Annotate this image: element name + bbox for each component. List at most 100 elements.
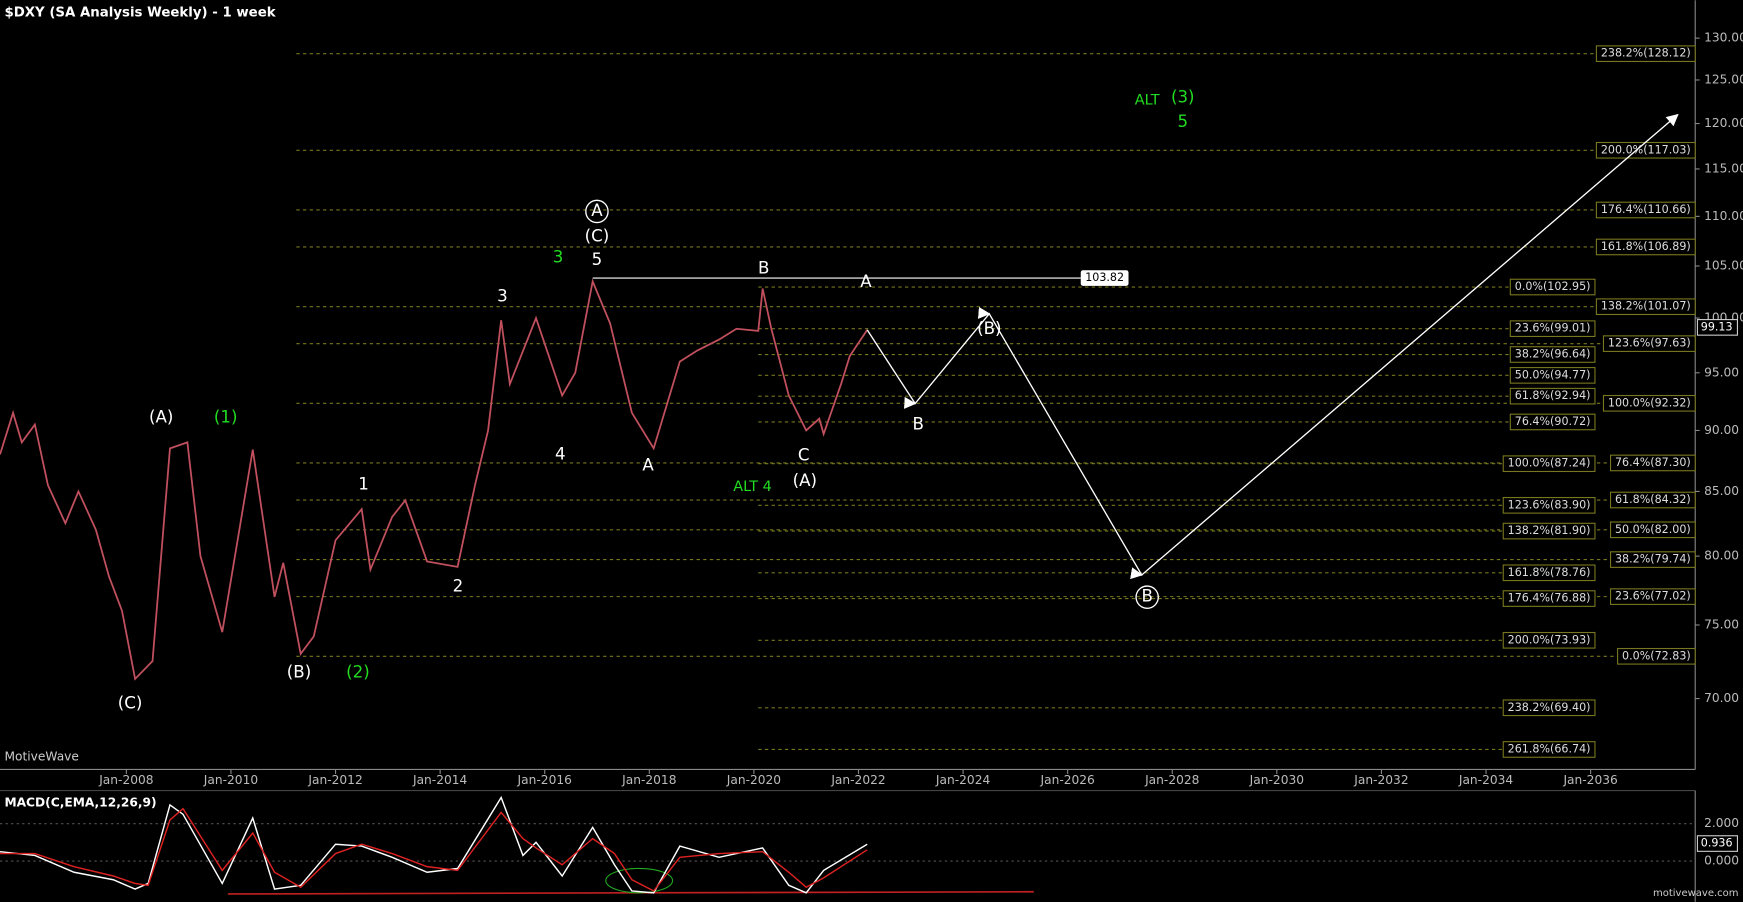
wave-label: (A) (149, 408, 173, 427)
wave-label: 2 (453, 577, 464, 596)
watermark: MotiveWave (4, 750, 79, 764)
wave-label: 1 (358, 474, 369, 493)
wave-label: (3) (1171, 88, 1195, 107)
y-tick-label: 95.00 (1704, 365, 1739, 379)
projection-path (866, 113, 1679, 580)
fib-label: 61.8%(92.94) (1515, 389, 1591, 402)
wave-label: (1) (214, 408, 238, 427)
y-tick-label: 70.00 (1704, 691, 1739, 705)
last-price-box (1696, 319, 1738, 336)
macd-line (0, 807, 868, 892)
fib-label-box (1502, 631, 1596, 649)
fib-label: 200.0%(73.93) (1508, 633, 1591, 646)
fib-label: 161.8%(78.76) (1508, 566, 1591, 579)
last-price-label: 99.13 (1701, 320, 1733, 333)
y-tick-label: 115.00 (1704, 161, 1743, 175)
price-line (0, 278, 868, 681)
wave-label: C (798, 446, 810, 465)
macd-tick-label: 0.000 (1704, 854, 1739, 868)
x-tick-label: Jan-2030 (1249, 773, 1304, 787)
fib-label: 176.4%(110.66) (1601, 203, 1691, 216)
x-tick-label: Jan-2034 (1458, 773, 1514, 787)
wave-label: 3 (553, 248, 564, 267)
fib-label: 23.6%(99.01) (1515, 322, 1591, 335)
fib-label: 61.8%(84.32) (1615, 493, 1691, 506)
x-tick-label: Jan-2010 (203, 773, 258, 787)
x-tick-label: Jan-2018 (621, 773, 676, 787)
y-tick-label: 125.00 (1704, 72, 1743, 86)
fib-label-box (1617, 647, 1696, 665)
x-tick-label: Jan-2028 (1144, 773, 1199, 787)
fib-label: 138.2%(101.07) (1601, 300, 1691, 313)
wave-label: 5 (1177, 112, 1188, 131)
wave-label: A (642, 456, 654, 475)
y-tick-label: 105.00 (1704, 258, 1743, 272)
x-tick-label: Jan-2020 (726, 773, 781, 787)
macd-last-box (1696, 835, 1738, 852)
fib-label: 76.4%(90.72) (1515, 415, 1591, 428)
wave-label: 3 (497, 287, 508, 306)
fib-label: 176.4%(76.88) (1508, 592, 1591, 605)
fib-label: 161.8%(106.89) (1601, 240, 1691, 253)
fib-label: 123.6%(97.63) (1608, 337, 1691, 350)
x-tick-label: Jan-2014 (412, 773, 468, 787)
x-tick-label: Jan-2008 (98, 773, 153, 787)
wave-label: ALT 4 (733, 479, 772, 495)
fib-label: 76.4%(87.30) (1615, 456, 1691, 469)
y-tick-label: 90.00 (1704, 423, 1739, 437)
wave-label: A (591, 201, 603, 220)
wave-label: ALT (1135, 92, 1160, 108)
wave-label: (C) (118, 693, 143, 712)
fib-label: 50.0%(82.00) (1615, 523, 1691, 536)
fib-label-box (1502, 741, 1596, 758)
fib-label: 138.2%(81.90) (1508, 524, 1591, 537)
y-tick-label: 75.00 (1704, 617, 1739, 631)
macd-last-label: 0.936 (1701, 837, 1733, 850)
fib-label: 261.8%(66.74) (1508, 742, 1591, 755)
macd-title: MACD(C,EMA,12,26,9) (4, 795, 156, 809)
macd-tick-label: 2.000 (1704, 816, 1739, 830)
fib-label: 38.2%(79.74) (1615, 553, 1691, 566)
fib-label: 238.2%(128.12) (1601, 47, 1691, 60)
fib-label-box (1595, 45, 1696, 63)
wave-label: (B) (977, 319, 1001, 338)
y-tick-label: 120.00 (1704, 116, 1743, 130)
macd-line (0, 795, 868, 894)
wave-label: B (912, 414, 923, 433)
y-tick-label: 80.00 (1704, 549, 1739, 563)
page-title: $DXY (SA Analysis Weekly) - 1 week (4, 5, 276, 20)
wave-label: 5 (592, 250, 603, 269)
x-tick-label: Jan-2022 (830, 773, 885, 787)
y-tick-label: 85.00 (1704, 484, 1739, 498)
fib-label: 123.6%(83.90) (1508, 498, 1591, 511)
wave-circle (1135, 585, 1159, 609)
x-tick-label: Jan-2036 (1562, 773, 1617, 787)
fib-label: 23.6%(77.02) (1615, 590, 1691, 603)
fib-label-box (1502, 590, 1596, 607)
fib-label: 100.0%(87.24) (1508, 457, 1591, 470)
fib-label: 0.0%(72.83) (1622, 649, 1691, 662)
x-tick-label: Jan-2026 (1039, 773, 1094, 787)
fib-label: 200.0%(117.03) (1601, 143, 1691, 156)
wave-label: 4 (555, 444, 566, 463)
y-tick-label: 110.00 (1704, 209, 1743, 223)
wave-circle (585, 199, 609, 224)
fib-label: 0.0%(102.95) (1515, 280, 1591, 293)
x-tick-label: Jan-2032 (1353, 773, 1408, 787)
x-tick-label: Jan-2012 (307, 773, 362, 787)
wave-label: (C) (585, 227, 610, 246)
wave-label: (2) (346, 662, 370, 681)
fib-label: 50.0%(94.77) (1515, 368, 1591, 381)
wave-label: B (1141, 587, 1152, 606)
x-tick-label: Jan-2016 (517, 773, 572, 787)
wave-label: B (758, 259, 769, 278)
fib-label-box (1502, 699, 1596, 717)
divergence-ellipse (605, 867, 674, 894)
fib-label: 238.2%(69.40) (1508, 701, 1591, 714)
fib-label-box (1609, 588, 1696, 605)
x-tick-label: Jan-2024 (935, 773, 991, 787)
y-tick-label: 130.00 (1704, 31, 1743, 45)
wave-label: (A) (793, 471, 817, 490)
